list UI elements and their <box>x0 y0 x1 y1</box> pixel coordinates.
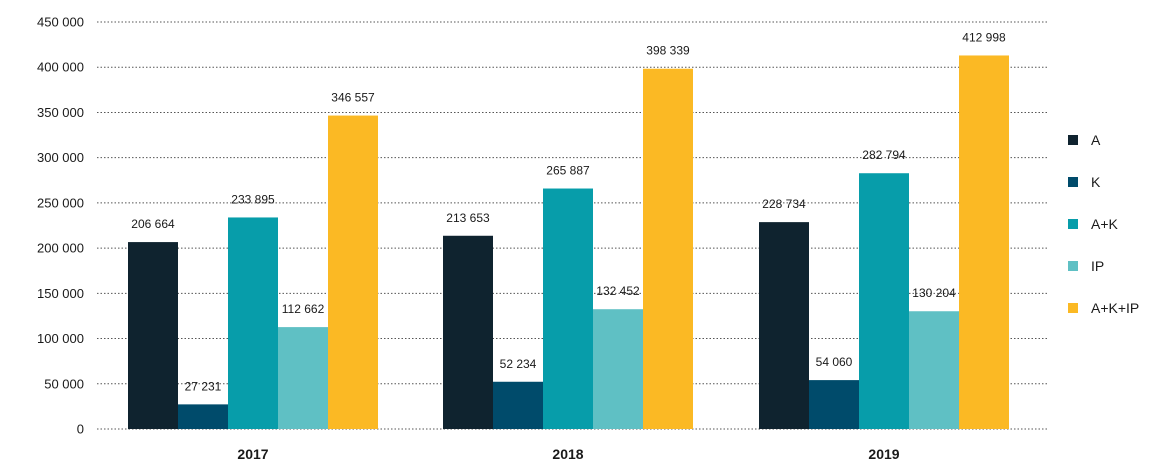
bar-IP-2018 <box>593 309 643 429</box>
data-label: 282 794 <box>862 148 906 162</box>
legend-item: K <box>1068 174 1101 190</box>
bars <box>128 55 1009 430</box>
bar-A+K-2018 <box>543 188 593 429</box>
legend-label: A <box>1091 132 1101 148</box>
bar-A+K-2017 <box>228 217 278 429</box>
y-tick-label: 150 000 <box>37 286 84 301</box>
y-tick-label: 400 000 <box>37 60 84 75</box>
x-category-label: 2017 <box>237 446 268 462</box>
data-label: 228 734 <box>762 197 806 211</box>
data-label: 206 664 <box>131 217 175 231</box>
legend-item: A <box>1068 132 1101 148</box>
data-label: 52 234 <box>500 357 537 371</box>
legend-label: A+K+IP <box>1091 300 1139 316</box>
bar-K-2019 <box>809 380 859 429</box>
y-tick-label: 350 000 <box>37 105 84 120</box>
data-label: 233 895 <box>231 192 275 206</box>
legend-label: A+K <box>1091 216 1119 232</box>
x-axis-categories: 2017 2018 2019 <box>237 446 899 462</box>
bar-A+K+IP-2017 <box>328 115 378 430</box>
x-category-label: 2018 <box>552 446 583 462</box>
legend-swatch <box>1068 135 1078 145</box>
legend-label: IP <box>1091 258 1104 274</box>
bar-A+K-2019 <box>859 173 909 429</box>
legend-label: K <box>1091 174 1101 190</box>
legend-item: A+K <box>1068 216 1119 232</box>
bar-A-2018 <box>443 235 493 429</box>
data-labels: 206 664 27 231 233 895 112 662 346 557 213 65… <box>131 30 1006 393</box>
data-label: 132 452 <box>596 284 640 298</box>
legend-swatch <box>1068 177 1078 187</box>
y-tick-label: 0 <box>77 422 84 437</box>
data-label: 346 557 <box>331 91 375 105</box>
legend: A K A+K IP A+K+IP <box>1068 132 1139 316</box>
y-tick-label: 50 000 <box>44 376 84 391</box>
data-label: 112 662 <box>282 302 325 316</box>
data-label: 130 204 <box>912 286 956 300</box>
bar-IP-2019 <box>909 311 959 429</box>
y-axis-ticks: 0 50 000 100 000 150 000 200 000 250 000 300 0… <box>37 15 84 437</box>
legend-item: IP <box>1068 258 1104 274</box>
legend-swatch <box>1068 219 1078 229</box>
bar-A-2017 <box>128 242 178 429</box>
bar-A-2019 <box>759 222 809 429</box>
bar-K-2017 <box>178 404 228 429</box>
data-label: 265 887 <box>546 164 590 178</box>
legend-swatch <box>1068 261 1078 271</box>
legend-swatch <box>1068 303 1078 313</box>
y-tick-label: 250 000 <box>37 195 84 210</box>
bar-A+K+IP-2018 <box>643 68 693 430</box>
y-tick-label: 450 000 <box>37 15 84 30</box>
y-tick-label: 100 000 <box>37 331 84 346</box>
legend-item: A+K+IP <box>1068 300 1139 316</box>
data-label: 398 339 <box>646 44 690 58</box>
data-label: 27 231 <box>185 379 222 393</box>
bar-IP-2017 <box>278 327 328 429</box>
bar-K-2018 <box>493 381 543 429</box>
data-label: 412 998 <box>962 30 1006 44</box>
data-label: 213 653 <box>446 211 490 225</box>
x-category-label: 2019 <box>868 446 899 462</box>
y-tick-label: 200 000 <box>37 241 84 256</box>
y-tick-label: 300 000 <box>37 150 84 165</box>
data-label: 54 060 <box>816 355 853 369</box>
bar-A+K+IP-2019 <box>959 55 1009 430</box>
